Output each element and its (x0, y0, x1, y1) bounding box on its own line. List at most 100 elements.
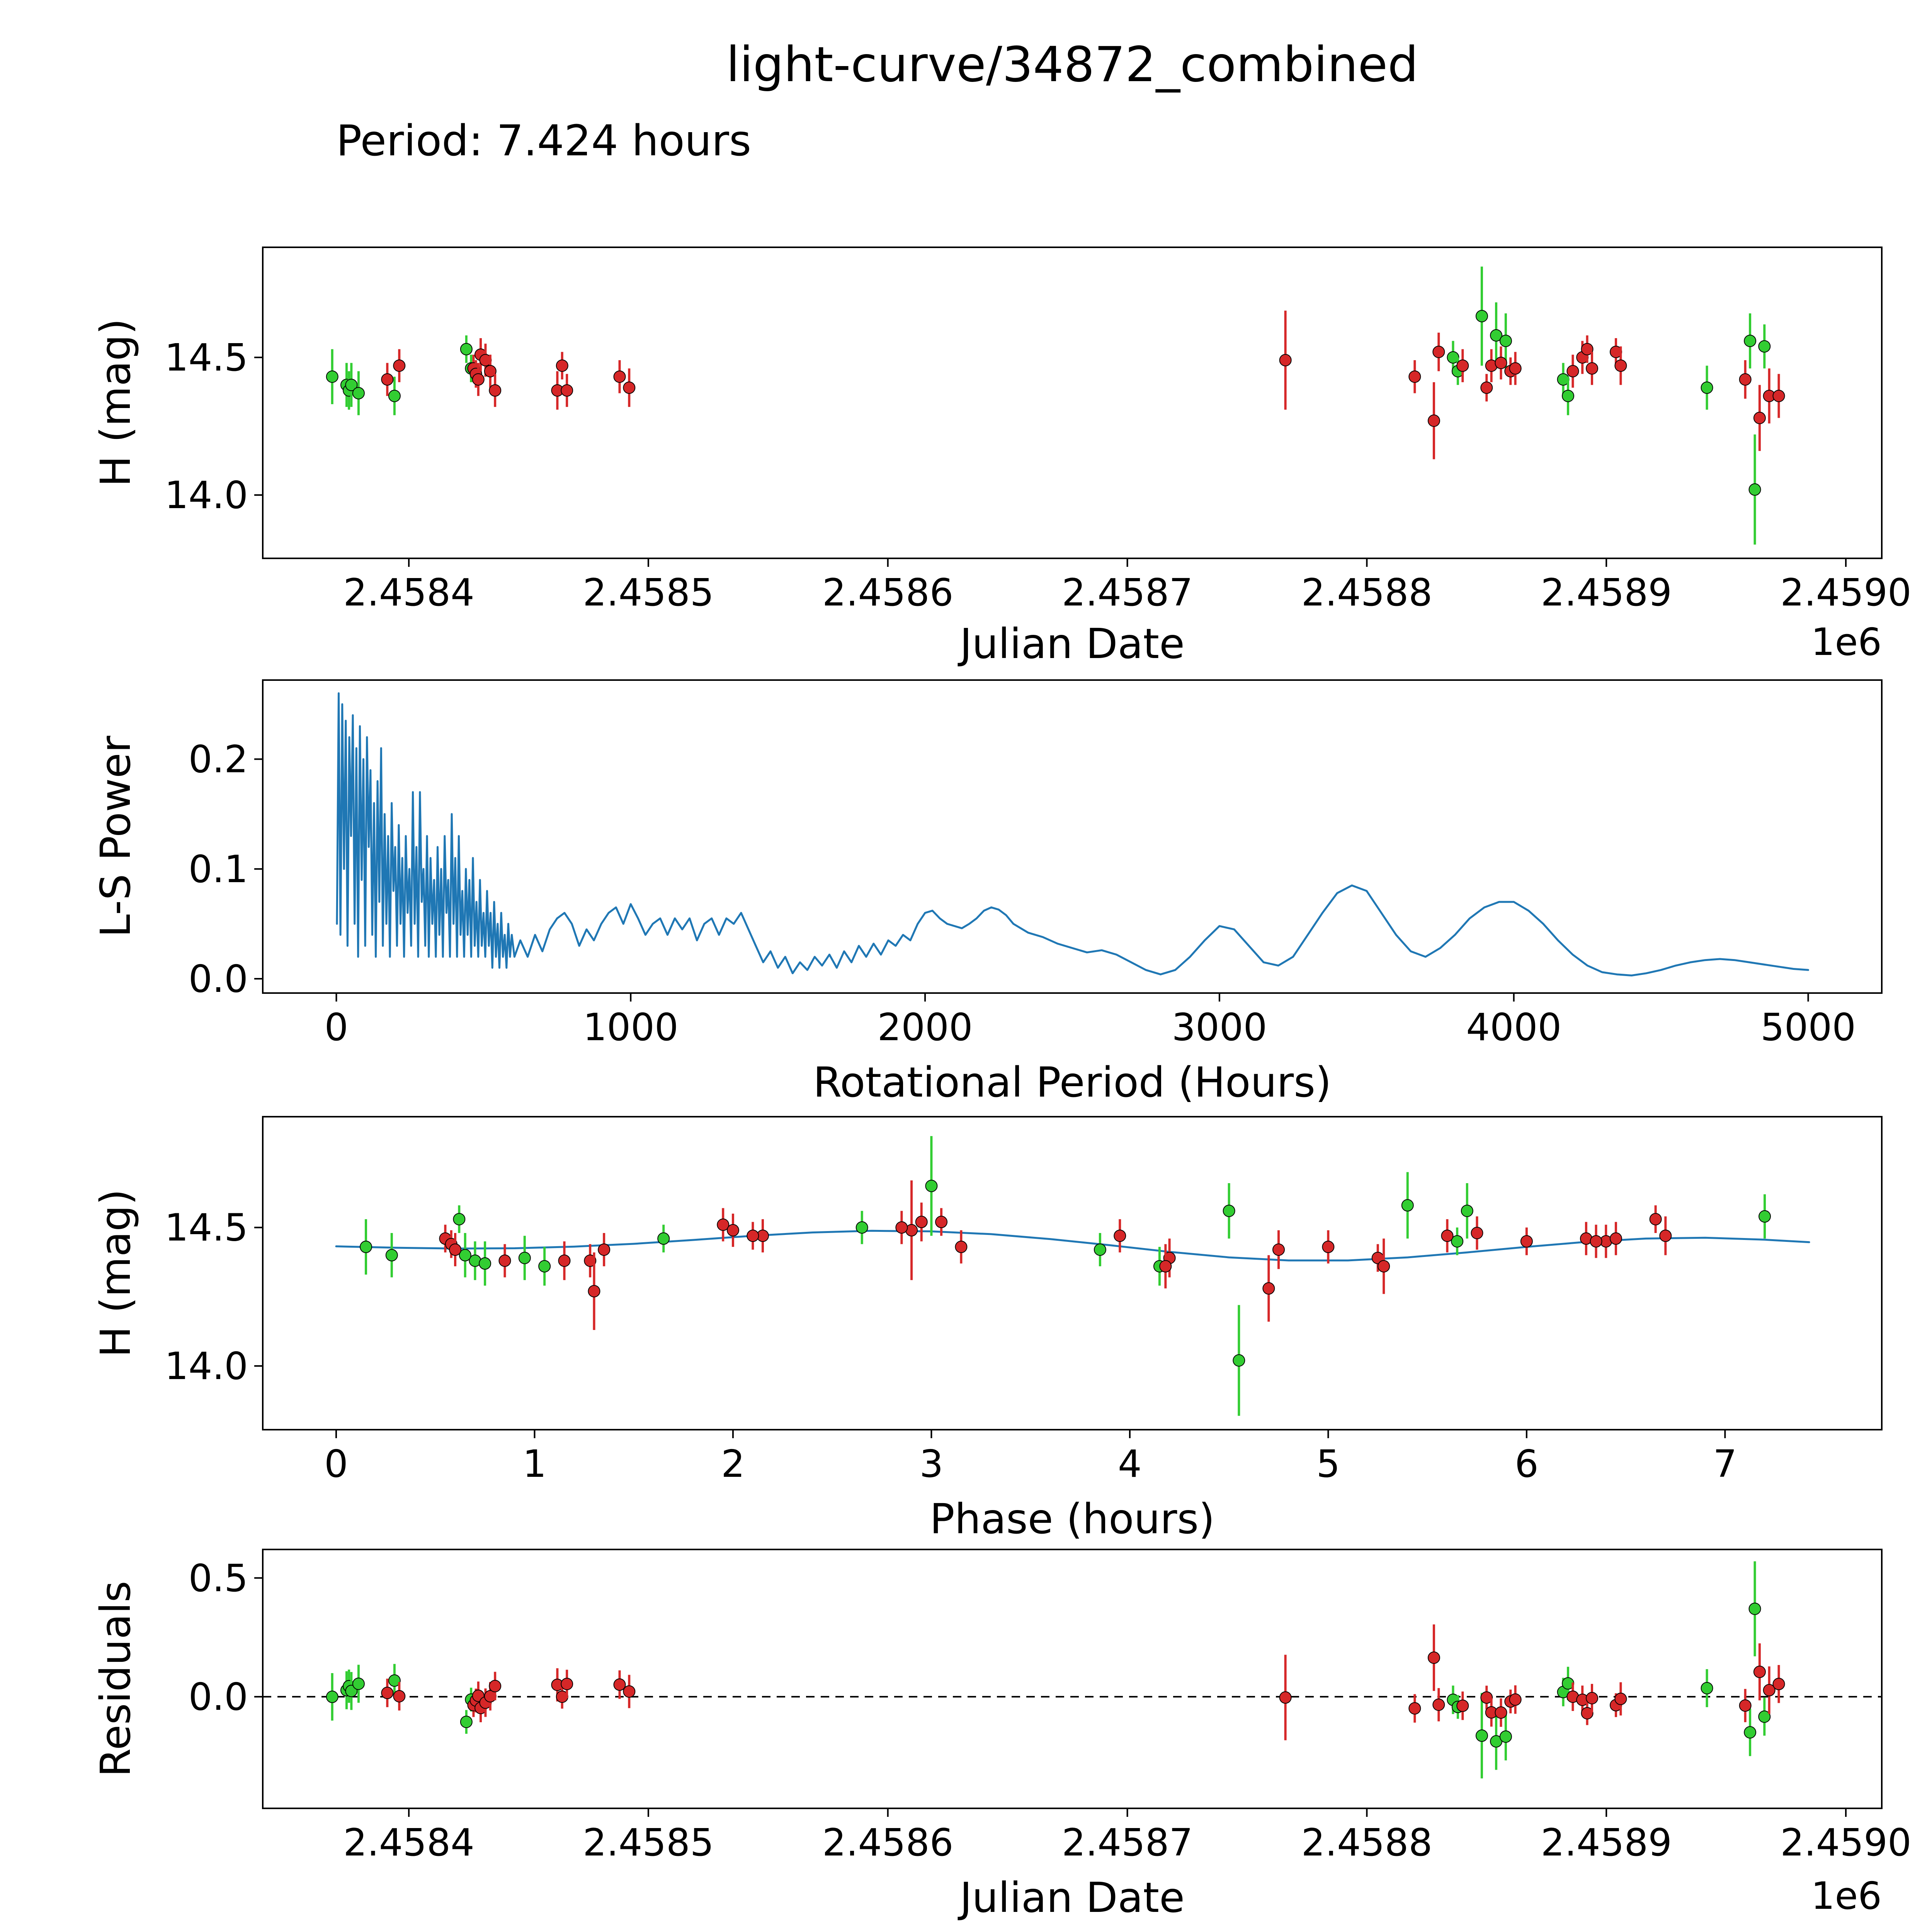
data-point (1456, 1699, 1469, 1712)
data-point (388, 1674, 401, 1687)
figure-title: light-curve/34872_combined (726, 37, 1418, 93)
data-point (1272, 1243, 1285, 1256)
data-point (1475, 1729, 1488, 1742)
y-tick-label: 0.2 (189, 738, 248, 781)
data-point (1461, 1204, 1473, 1217)
data-point (1759, 1210, 1771, 1223)
data-point (498, 1254, 511, 1267)
data-point (726, 1224, 739, 1236)
y-tick-label: 0.0 (189, 957, 248, 1001)
data-point (613, 1678, 626, 1691)
data-point (489, 384, 502, 397)
y-tick-label: 0.1 (189, 847, 248, 891)
x-tick-label: 6 (1515, 1442, 1539, 1486)
y-tick-label: 0.0 (189, 1675, 248, 1719)
data-point (1520, 1235, 1533, 1248)
data-point (1614, 359, 1627, 372)
x-tick-label: 2.4585 (583, 571, 714, 614)
data-point (393, 359, 406, 372)
data-point (484, 365, 497, 378)
data-point (1408, 1702, 1421, 1715)
data-point (1590, 1235, 1602, 1248)
data-point (1753, 412, 1766, 424)
x-tick-label: 2.4586 (822, 1821, 953, 1864)
x-offset-1e6-bottom: 1e6 (1811, 1874, 1882, 1918)
data-point (1432, 345, 1445, 358)
panel-frame-residuals (262, 1549, 1883, 1809)
y-tick-label: 14.0 (165, 1344, 248, 1388)
data-point (1772, 1678, 1785, 1690)
data-point (385, 1249, 398, 1262)
data-point (613, 370, 626, 383)
data-point (449, 1243, 462, 1256)
x-tick-label: 2.4590 (1780, 571, 1911, 614)
x-offset-1e6-top: 1e6 (1811, 620, 1882, 664)
data-point (1480, 381, 1493, 394)
data-point (895, 1221, 908, 1234)
data-point (381, 1687, 394, 1699)
data-point (925, 1180, 938, 1192)
data-point (1586, 362, 1599, 375)
data-point (1432, 1698, 1445, 1711)
data-point (1223, 1204, 1235, 1217)
x-tick-label: 2.4585 (583, 1821, 714, 1864)
period-annotation: Period: 7.424 hours (336, 116, 752, 165)
x-tick-label: 2.4586 (822, 571, 953, 614)
data-point (1744, 335, 1757, 347)
data-point (1649, 1213, 1662, 1226)
data-point (1566, 365, 1579, 378)
data-point (1701, 1682, 1713, 1694)
data-point (460, 1716, 473, 1728)
data-point (1748, 483, 1761, 496)
x-tick-label: 3000 (1172, 1005, 1267, 1049)
data-point (1509, 1693, 1522, 1706)
data-point (1758, 1710, 1771, 1723)
data-point (1763, 1684, 1776, 1697)
panel-frame-phased (262, 1116, 1883, 1430)
data-point (717, 1218, 730, 1231)
data-point (1471, 1227, 1483, 1240)
data-point (915, 1216, 928, 1228)
x-tick-label: 5000 (1760, 1005, 1856, 1049)
x-tick-label: 2.4589 (1541, 1821, 1672, 1864)
panel-frame-jd-vs-mag (262, 247, 1883, 559)
data-point (561, 384, 573, 397)
data-point (1378, 1260, 1390, 1273)
data-point (1581, 343, 1594, 355)
data-point (1456, 359, 1469, 372)
data-point (747, 1230, 759, 1242)
data-point (1408, 370, 1421, 383)
x-tick-label: 4000 (1466, 1005, 1561, 1049)
data-point (1401, 1199, 1414, 1212)
x-tick-label: 2.4589 (1541, 571, 1672, 614)
data-point (1753, 1665, 1766, 1678)
data-point (1480, 1691, 1493, 1704)
data-point (1659, 1230, 1672, 1242)
data-point (1758, 340, 1771, 353)
data-point (623, 1685, 636, 1698)
data-point (955, 1240, 968, 1253)
data-point (1451, 1235, 1464, 1248)
data-point (623, 381, 636, 394)
ylabel-residuals: Residuals (92, 1581, 140, 1777)
periodogram-line (336, 692, 1809, 976)
xlabel-julian-date-bottom: Julian Date (960, 1874, 1185, 1922)
data-point (381, 373, 394, 386)
data-point (1427, 414, 1440, 427)
data-point (518, 1252, 531, 1264)
data-point (935, 1216, 948, 1228)
x-tick-label: 2.4588 (1301, 1821, 1432, 1864)
data-point (558, 1254, 571, 1267)
data-point (1495, 1706, 1507, 1719)
data-point (1609, 1232, 1622, 1245)
y-tick-label: 14.5 (165, 336, 248, 379)
data-point (1581, 1707, 1594, 1719)
data-point (360, 1240, 372, 1253)
ylabel-h-mag-top: H (mag) (92, 318, 140, 487)
data-point (1509, 362, 1522, 375)
data-point (1772, 389, 1785, 402)
data-point (561, 1678, 573, 1690)
data-point (1495, 357, 1507, 369)
x-tick-label: 2.4587 (1062, 1821, 1193, 1864)
data-point (1490, 329, 1503, 342)
